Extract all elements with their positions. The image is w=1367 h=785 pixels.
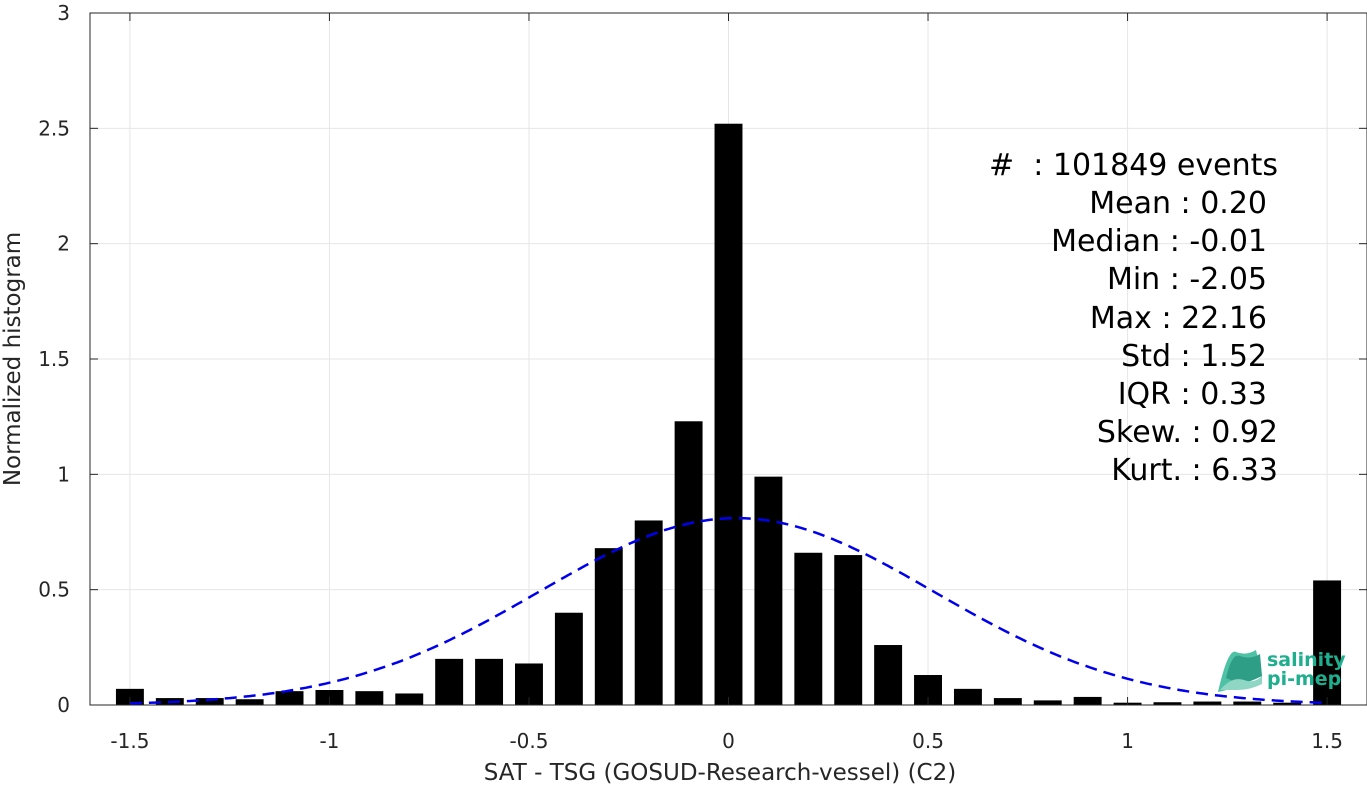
histogram-bar [475,658,504,705]
stats-box: # : 101849 events Mean : 0.20 Median : -… [989,148,1278,488]
x-tick-label: -1.5 [110,729,149,753]
histogram-bar [674,421,703,705]
y-axis-label: Normalized histogram [0,232,26,486]
stat-max: Max : 22.16 [1090,301,1267,336]
stat-std: Std : 1.52 [1121,339,1267,374]
stat-skew: Skew. : 0.92 [1097,415,1278,450]
x-axis-label: SAT - TSG (GOSUD-Research-vessel) (C2) [484,760,956,785]
x-tick-label: 1 [1121,729,1134,753]
histogram-bar [195,698,224,705]
logo-line-2: pi-mep [1267,668,1341,690]
stat-mean: Mean : 0.20 [1089,186,1267,221]
logo-line-1: salinity [1267,649,1346,671]
stat-median: Median : -0.01 [1051,224,1267,259]
x-tick-label: 0.5 [912,729,944,753]
histogram-bar [554,612,583,705]
histogram-bar [1313,580,1342,705]
histogram-bars [115,123,1342,706]
wave-logo-icon [1218,650,1262,692]
x-tick-label: -0.5 [509,729,548,753]
y-tick-label: 3 [57,1,70,25]
histogram-bar [275,691,304,705]
stat-iqr: IQR : 0.33 [1118,377,1267,412]
histogram-bar [834,555,863,705]
histogram-bar [435,658,464,705]
histogram-bar [634,520,663,705]
histogram-bar [355,691,384,705]
histogram-bar [115,688,144,705]
fit-curve [129,516,1328,705]
y-tick-label: 1 [57,462,70,486]
y-tick-label: 2.5 [38,116,70,140]
y-tick-label: 0.5 [38,578,70,602]
x-tick-label: -1 [319,729,339,753]
histogram-bar [1273,702,1302,705]
histogram-bar [1073,696,1102,705]
salinity-pi-mep-logo: salinity pi-mep [1218,649,1346,692]
x-axis-ticks: -1.5 -1 -0.5 0 0.5 1 1.5 [110,13,1343,753]
histogram-bar [1153,702,1182,705]
histogram-bar [1193,701,1222,705]
histogram-bar [794,552,823,705]
histogram-bar [993,698,1022,705]
histogram-bar [1033,700,1062,705]
histogram-bar [874,645,903,705]
histogram-bar [1233,701,1262,705]
stat-min: Min : -2.05 [1107,262,1267,297]
histogram-bar [953,688,982,705]
y-tick-label: 2 [57,232,70,256]
stat-events: # : 101849 events [989,148,1278,183]
x-tick-label: 0 [722,729,735,753]
x-tick-label: 1.5 [1311,729,1343,753]
histogram-bar [594,548,623,705]
y-tick-label: 1.5 [38,347,70,371]
y-tick-label: 0 [57,693,70,717]
y-axis-ticks: 0 0.5 1 1.5 2 2.5 3 [38,1,1367,717]
histogram-bar [754,476,783,705]
histogram-bar [395,693,424,705]
stat-kurt: Kurt. : 6.33 [1111,453,1278,488]
histogram-bar [235,699,264,705]
histogram-bar [714,123,743,706]
